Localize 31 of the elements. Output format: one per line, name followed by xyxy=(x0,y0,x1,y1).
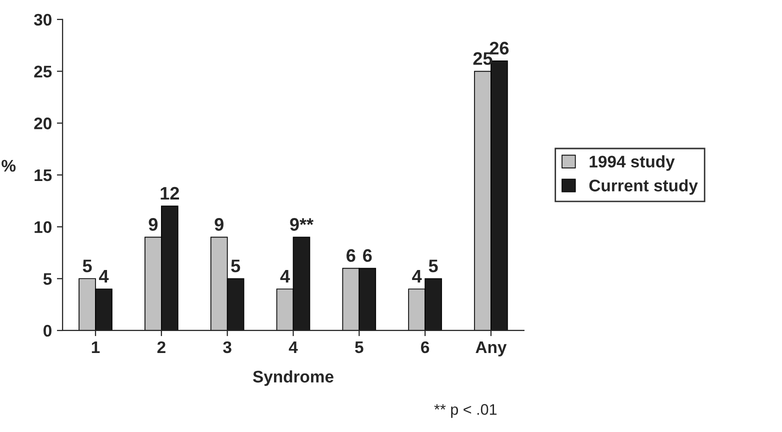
y-tick-label: 0 xyxy=(44,324,52,337)
x-tick-label: 1 xyxy=(92,342,100,353)
y-axis-title: % xyxy=(2,160,16,172)
data-label: 5 xyxy=(231,260,240,272)
y-tick-label: 15 xyxy=(34,170,52,182)
text: ** p < .01 xyxy=(434,404,497,418)
data-label: 6 xyxy=(363,249,372,262)
x-tick-label: 6 xyxy=(421,341,430,354)
y-tick-label: 10 xyxy=(34,221,52,234)
y-tick-label: 30 xyxy=(34,14,52,26)
data-label: 5 xyxy=(428,260,438,272)
legend-label: Current study xyxy=(589,179,698,195)
data-label: 6 xyxy=(346,249,356,262)
data-label: 9** xyxy=(290,218,314,231)
x-tick-label: 5 xyxy=(355,342,364,354)
data-label: 4 xyxy=(280,270,290,282)
data-label: 9 xyxy=(148,218,158,231)
x-tick-label: 2 xyxy=(157,341,166,353)
x-axis-title: Syndrome xyxy=(252,370,334,386)
data-label: 9 xyxy=(214,218,224,231)
data-label: 5 xyxy=(82,260,92,272)
legend-label: 1994 study xyxy=(590,155,675,171)
x-tick-label: 4 xyxy=(288,342,298,353)
data-label: 4 xyxy=(412,270,422,282)
y-tick-label: 25 xyxy=(34,66,52,78)
x-tick-label: 3 xyxy=(223,341,232,354)
y-tick-label: 5 xyxy=(43,273,52,285)
y-tick-label: 20 xyxy=(34,118,52,130)
data-label: 4 xyxy=(99,270,109,282)
x-tick-label: Any xyxy=(476,342,507,356)
data-label: 12 xyxy=(160,186,179,200)
